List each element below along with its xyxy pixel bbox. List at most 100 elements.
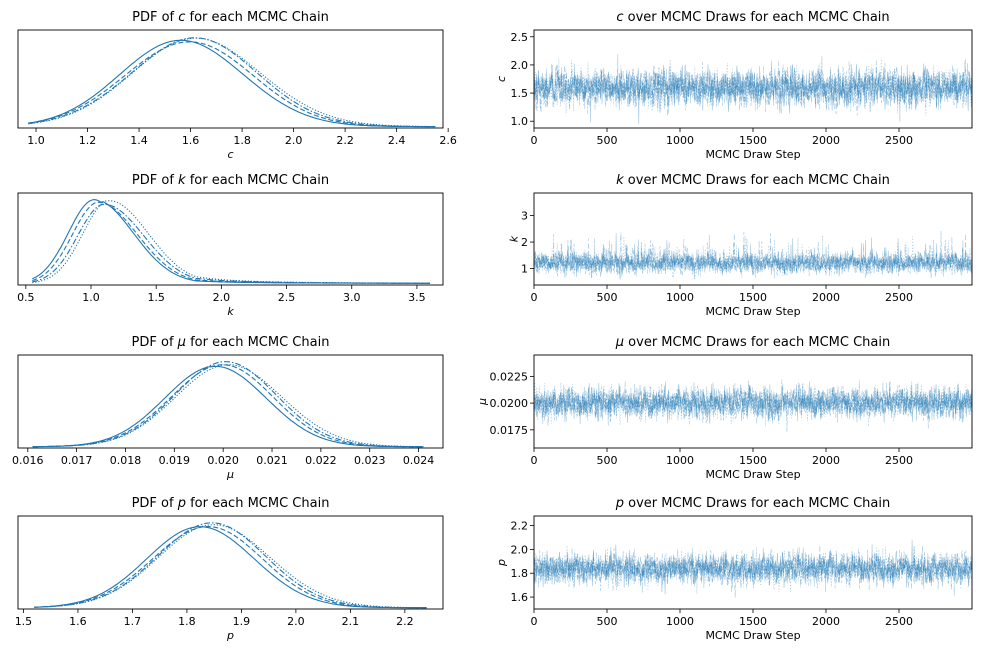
pdf-chain-2 [28, 41, 436, 128]
x-axis-label: c [227, 148, 233, 161]
title-part: μ [177, 335, 186, 350]
x-tick-label: 1.7 [124, 615, 142, 628]
trace-chain-3 [533, 379, 972, 432]
pdf-chain-4 [34, 524, 427, 609]
title-part: for each MCMC Chain [186, 496, 329, 511]
x-tick-label: 0.024 [403, 454, 435, 467]
x-tick-label: 3.0 [343, 291, 361, 304]
chart-title-pdf-c: PDF of c for each MCMC Chain [132, 10, 329, 25]
plot-frame [17, 29, 444, 129]
trace-lines-trace-c [533, 54, 972, 125]
chart-title-pdf-k: PDF of k for each MCMC Chain [132, 173, 329, 188]
trace-chain-2 [533, 380, 972, 426]
title-part: p [615, 496, 624, 511]
x-tick-label: 0.023 [354, 454, 386, 467]
x-tick-label: 2000 [812, 454, 840, 467]
trace-chain-1 [533, 233, 972, 280]
x-tick-label: 1.2 [79, 134, 97, 147]
x-axis-pdf-c: 1.0 1.2 1.4 1.6 1.8 2.0 2.2 2.4 2.6 c [27, 128, 457, 161]
x-tick-label: 0 [531, 134, 538, 147]
x-tick-label: 1.4 [130, 134, 148, 147]
title-part: p [177, 496, 186, 511]
y-axis-trace-c: 1.0 1.5 2.0 2.5 c [495, 31, 534, 128]
y-tick-label: 0.0175 [490, 424, 529, 437]
x-axis-label: μ [226, 468, 234, 481]
x-axis-trace-p: 0 500 1000 1500 2000 2500 MCMC Draw Step [531, 609, 913, 642]
plot-frame [17, 354, 444, 449]
title-part: over MCMC Draws for each MCMC Chain [624, 496, 890, 511]
trace-lines-trace-p [533, 539, 972, 598]
trace-lines-trace-k [533, 230, 972, 280]
x-axis-trace-mu: 0 500 1000 1500 2000 2500 MCMC Draw Step [531, 448, 913, 481]
pdf-lines-pdf-mu [32, 361, 424, 448]
pdf-chain-3 [32, 203, 430, 284]
x-tick-label: 2.0 [287, 615, 305, 628]
chart-title-trace-c: c over MCMC Draws for each MCMC Chain [616, 10, 889, 25]
trace-chain-2 [533, 54, 972, 117]
x-tick-label: 2000 [812, 134, 840, 147]
title-part: PDF of [132, 496, 178, 511]
y-tick-label: 2.5 [511, 31, 529, 44]
x-tick-label: 1.5 [15, 615, 33, 628]
y-axis-label: μ [476, 398, 489, 406]
title-part: k [178, 173, 186, 188]
x-tick-label: 2500 [885, 615, 913, 628]
y-tick-label: 1 [521, 263, 528, 276]
x-tick-label: 0.5 [17, 291, 35, 304]
pdf-lines-pdf-k [32, 199, 430, 284]
x-tick-label: 2.0 [213, 291, 231, 304]
y-axis-label: c [495, 76, 508, 82]
x-tick-label: 1.0 [82, 291, 100, 304]
pdf-chain-1 [32, 365, 424, 448]
x-axis-label: MCMC Draw Step [705, 629, 800, 642]
x-tick-label: 1500 [739, 291, 767, 304]
x-axis-pdf-p: 1.5 1.6 1.7 1.8 1.9 2.0 2.1 2.2 p [15, 609, 414, 642]
pdf-chain-2 [32, 201, 430, 284]
x-tick-label: 3.5 [408, 291, 426, 304]
chart-title-trace-k: k over MCMC Draws for each MCMC Chain [616, 173, 890, 188]
y-axis-label: k [508, 235, 521, 242]
chart-title-trace-mu: μ over MCMC Draws for each MCMC Chain [615, 335, 890, 350]
x-tick-label: 2.5 [278, 291, 296, 304]
title-part: PDF of [132, 10, 178, 25]
pdf-chain-4 [28, 37, 436, 128]
trace-chain-3 [533, 546, 972, 596]
title-part: for each MCMC Chain [186, 335, 329, 350]
x-tick-label: 0 [531, 615, 538, 628]
y-tick-label: 3 [521, 210, 528, 223]
x-tick-label: 2.2 [336, 134, 354, 147]
x-tick-label: 2.4 [388, 134, 406, 147]
pdf-chain-3 [34, 522, 427, 609]
x-axis-pdf-k: 0.5 1.0 1.5 2.0 2.5 3.0 3.5 k [17, 285, 426, 318]
x-tick-label: 1500 [739, 454, 767, 467]
x-tick-label: 1.5 [147, 291, 165, 304]
pdf-chain-1 [34, 526, 427, 609]
x-tick-label: 1.6 [182, 134, 200, 147]
x-tick-label: 0.021 [256, 454, 288, 467]
x-tick-label: 2.2 [396, 615, 414, 628]
x-tick-label: 2.6 [439, 134, 457, 147]
trace-chain-2 [533, 545, 972, 598]
y-axis-trace-k: 1 2 3 k [508, 210, 534, 276]
y-tick-label: 1.5 [511, 87, 529, 100]
x-tick-label: 1.9 [233, 615, 251, 628]
x-tick-label: 500 [597, 134, 618, 147]
x-tick-label: 2000 [812, 291, 840, 304]
x-tick-label: 500 [597, 454, 618, 467]
trace-lines-trace-mu [533, 379, 972, 432]
trace-chain-4 [533, 381, 972, 427]
trace-chain-3 [533, 232, 972, 278]
x-axis-label: MCMC Draw Step [705, 305, 800, 318]
chart-title-pdf-mu: PDF of μ for each MCMC Chain [132, 335, 330, 350]
title-part: over MCMC Draws for each MCMC Chain [624, 173, 890, 188]
x-tick-label: 1.6 [69, 615, 87, 628]
x-tick-label: 0.022 [305, 454, 337, 467]
x-tick-label: 1000 [666, 615, 694, 628]
x-tick-label: 0.017 [61, 454, 93, 467]
title-part: PDF of [132, 173, 178, 188]
pdf-chain-2 [34, 526, 427, 609]
x-tick-label: 0.020 [207, 454, 239, 467]
title-part: k [616, 173, 624, 188]
x-tick-label: 500 [597, 291, 618, 304]
